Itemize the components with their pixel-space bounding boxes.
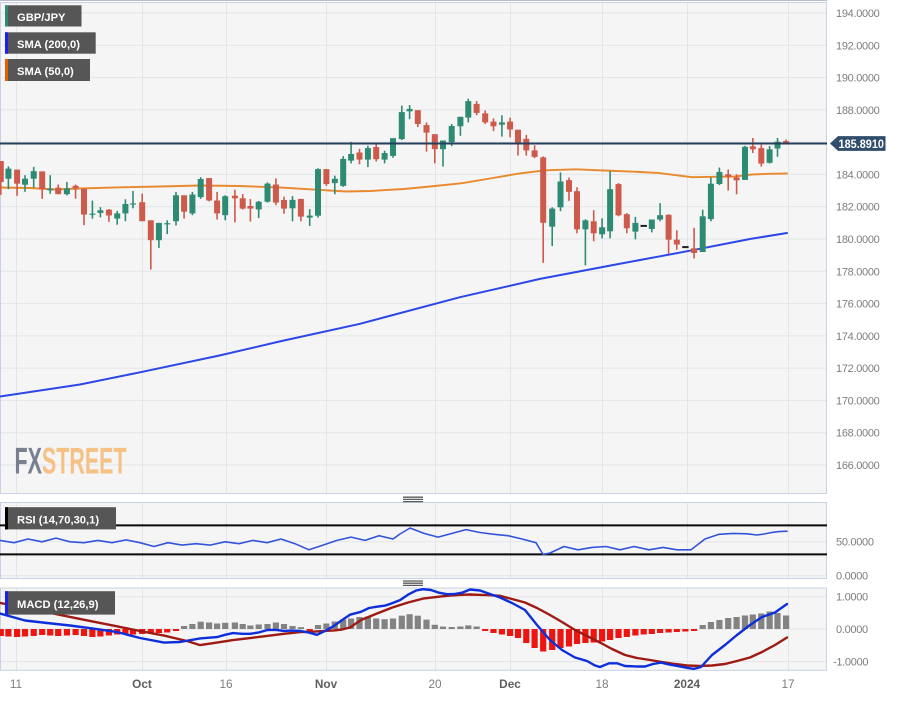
svg-text:166.0000: 166.0000	[836, 460, 880, 472]
svg-text:FXSTREET: FXSTREET	[15, 442, 127, 482]
svg-text:185.8910: 185.8910	[839, 137, 885, 151]
svg-text:176.0000: 176.0000	[836, 299, 880, 311]
svg-text:-1.0000: -1.0000	[833, 656, 868, 668]
svg-text:168.0000: 168.0000	[836, 428, 880, 440]
svg-text:174.0000: 174.0000	[836, 331, 880, 343]
svg-text:170.0000: 170.0000	[836, 395, 880, 407]
svg-text:180.0000: 180.0000	[836, 234, 880, 246]
svg-text:Nov: Nov	[315, 677, 338, 691]
svg-text:11: 11	[10, 677, 22, 691]
svg-text:16: 16	[219, 677, 233, 691]
svg-text:18: 18	[595, 677, 609, 691]
svg-text:GBP/JPY: GBP/JPY	[17, 12, 66, 24]
svg-text:182.0000: 182.0000	[836, 202, 880, 214]
svg-text:SMA (200,0): SMA (200,0)	[17, 39, 80, 51]
svg-text:0.0000: 0.0000	[836, 624, 868, 636]
svg-text:178.0000: 178.0000	[836, 266, 880, 278]
svg-text:50.0000: 50.0000	[836, 537, 874, 549]
svg-text:1.0000: 1.0000	[836, 592, 868, 604]
svg-text:2024: 2024	[674, 677, 701, 691]
svg-text:RSI (14,70,30,1): RSI (14,70,30,1)	[17, 514, 99, 526]
svg-text:Oct: Oct	[132, 677, 152, 691]
svg-text:SMA (50,0): SMA (50,0)	[17, 66, 74, 78]
svg-text:MACD (12,26,9): MACD (12,26,9)	[17, 599, 99, 611]
svg-text:188.0000: 188.0000	[836, 105, 880, 117]
svg-text:Dec: Dec	[499, 677, 521, 691]
svg-text:184.0000: 184.0000	[836, 169, 880, 181]
svg-text:190.0000: 190.0000	[836, 73, 880, 85]
svg-text:192.0000: 192.0000	[836, 40, 880, 52]
svg-text:194.0000: 194.0000	[836, 8, 880, 20]
svg-text:17: 17	[781, 677, 794, 691]
svg-text:20: 20	[428, 677, 442, 691]
svg-text:172.0000: 172.0000	[836, 363, 880, 375]
svg-text:0.0000: 0.0000	[836, 571, 868, 583]
